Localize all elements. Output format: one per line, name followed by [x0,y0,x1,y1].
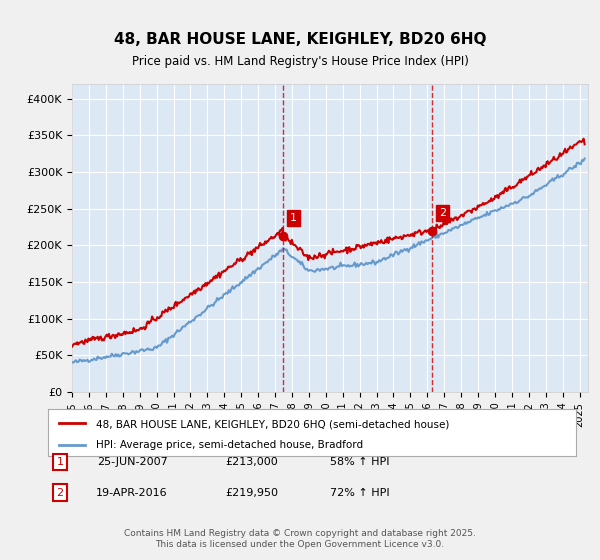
Text: 48, BAR HOUSE LANE, KEIGHLEY, BD20 6HQ: 48, BAR HOUSE LANE, KEIGHLEY, BD20 6HQ [114,32,486,46]
Text: 58% ↑ HPI: 58% ↑ HPI [330,457,390,467]
Text: £219,950: £219,950 [226,488,278,498]
Text: Contains HM Land Registry data © Crown copyright and database right 2025.
This d: Contains HM Land Registry data © Crown c… [124,529,476,549]
Text: 19-APR-2016: 19-APR-2016 [96,488,168,498]
Text: HPI: Average price, semi-detached house, Bradford: HPI: Average price, semi-detached house,… [95,441,362,450]
Text: 72% ↑ HPI: 72% ↑ HPI [330,488,390,498]
Text: £213,000: £213,000 [226,457,278,467]
Text: Price paid vs. HM Land Registry's House Price Index (HPI): Price paid vs. HM Land Registry's House … [131,55,469,68]
Text: 25-JUN-2007: 25-JUN-2007 [97,457,167,467]
Text: 1: 1 [56,457,64,467]
Text: 48, BAR HOUSE LANE, KEIGHLEY, BD20 6HQ (semi-detached house): 48, BAR HOUSE LANE, KEIGHLEY, BD20 6HQ (… [95,419,449,429]
Text: 1: 1 [290,213,297,223]
Text: 2: 2 [439,208,446,218]
Text: 2: 2 [56,488,64,498]
